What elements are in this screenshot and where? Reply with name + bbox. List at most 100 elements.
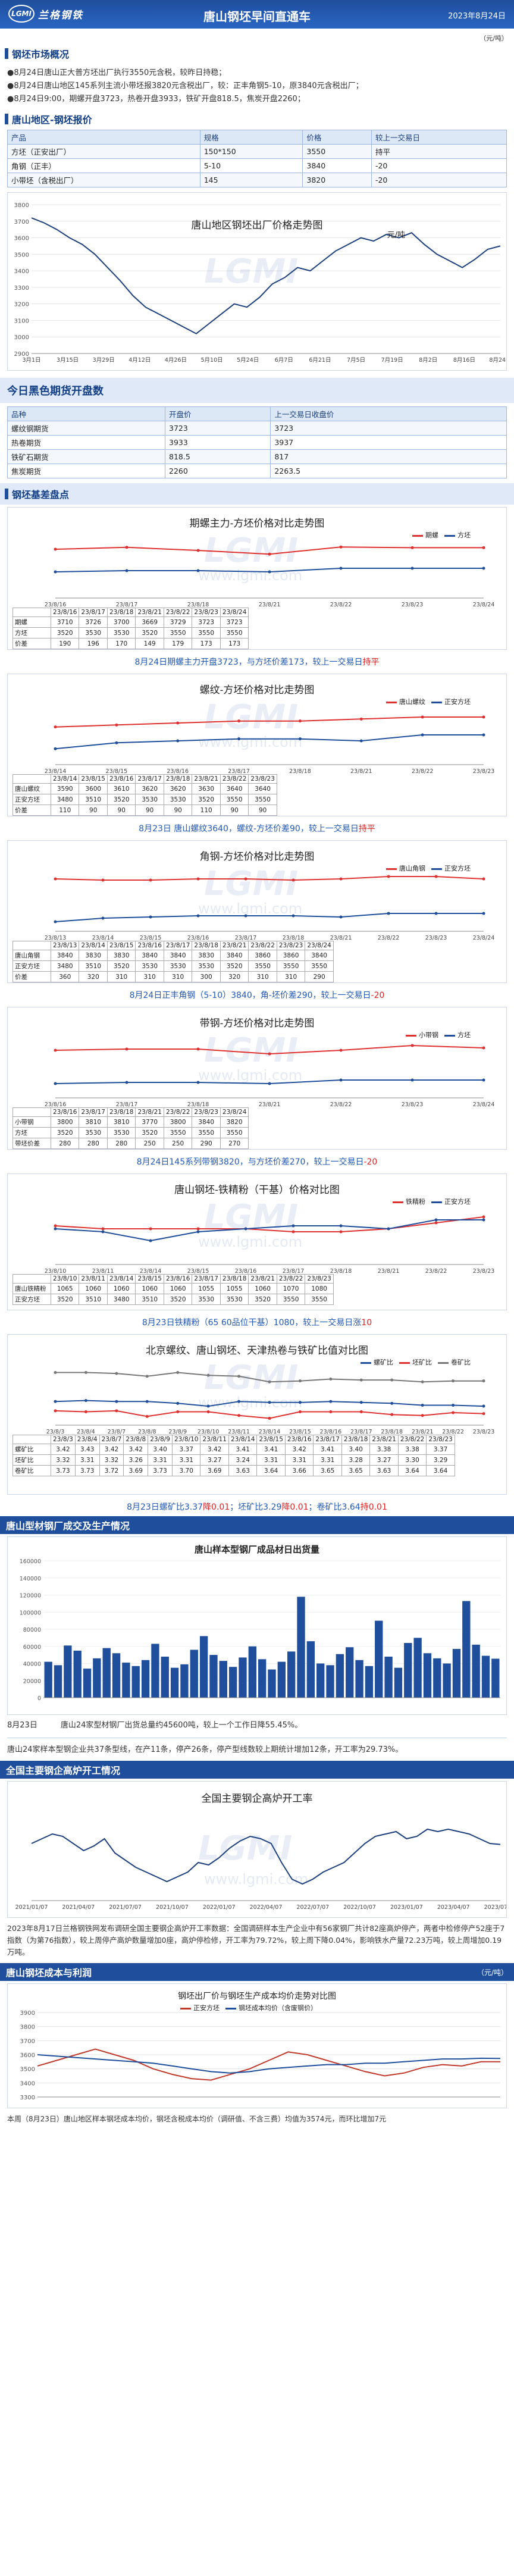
- data-point: [84, 1410, 87, 1413]
- data-point: [145, 1375, 149, 1378]
- basis-data-table: 23/8/13 23/8/14 23/8/15 23/8/16 23/8/17 23/8/…: [12, 941, 334, 982]
- bar: [199, 1636, 208, 1698]
- blast-svg: 2021/01/07 2021/04/07 2021/07/07 2021/10/07…: [15, 1828, 514, 1911]
- data-point: [339, 1224, 343, 1228]
- data-point: [421, 1403, 424, 1407]
- data-point: [176, 739, 180, 743]
- basis-svg: 23/8/14 23/8/15 23/8/16 23/8/17 23/8/18 23/8/…: [45, 715, 494, 775]
- data-point: [54, 570, 57, 574]
- basis-caption: 8月23日铁精粉（65 60品位干基）1080，较上一交易日涨10: [142, 1318, 372, 1328]
- report-header: LGMI 兰格钢铁 唐山钢坯早间直通车 2023年8月24日: [0, 0, 514, 29]
- legend-item: 正安方坯: [431, 863, 471, 873]
- x-tick-label: 23/8/17: [116, 602, 138, 608]
- blast-chart: 全国主要钢企高炉开工率 LGMI www.lgmi.com 2021/01/07…: [7, 1781, 514, 1918]
- basis-caption: 8月24日145系列带钢3820，与方坯价差270，较上一交易日-20: [136, 1157, 378, 1167]
- x-tick-label: 23/8/23: [402, 1101, 424, 1108]
- x-tick-label: 23/8/23: [425, 935, 447, 941]
- table-header-row: 23/8/14 23/8/15 23/8/16 23/8/17 23/8/18 23/8/…: [12, 774, 277, 784]
- table-row: 正安方坯 3480 3510 3520 3530 3530 3530 3520 3550 3550…: [12, 960, 334, 972]
- cost-section-title: 唐山钢坯成本与利润 （元/吨）: [0, 1963, 514, 1981]
- series-line: [37, 2054, 501, 2074]
- data-point: [339, 1078, 343, 1082]
- data-point: [482, 1215, 485, 1219]
- table-header-row: 23/8/10 23/8/11 23/8/14 23/8/15 23/8/16 23/8/…: [12, 1274, 334, 1284]
- x-tick-label: 23/8/16: [45, 1101, 67, 1108]
- x-tick-label: 23/8/23: [473, 1268, 495, 1275]
- bar: [180, 1664, 189, 1698]
- data-point: [145, 1414, 149, 1418]
- bar: [248, 1646, 256, 1698]
- bar: [384, 1657, 393, 1698]
- data-point: [482, 1078, 485, 1082]
- data-point: [101, 916, 105, 920]
- data-point: [421, 1414, 424, 1417]
- x-tick-label: 23/8/18: [187, 1101, 209, 1108]
- x-tick-label: 23/8/24: [473, 602, 495, 608]
- bar: [472, 1644, 480, 1698]
- data-point: [54, 1227, 57, 1231]
- data-point: [125, 1047, 128, 1051]
- y-tick-label: 3100: [14, 318, 29, 324]
- section-bar-icon: [5, 48, 8, 59]
- data-point: [115, 1372, 118, 1375]
- y-tick-label: 3900: [20, 2010, 35, 2017]
- y-tick-label: 3800: [14, 202, 29, 209]
- basis-data-table: 23/8/14 23/8/15 23/8/16 23/8/17 23/8/18 23/8/…: [12, 774, 277, 816]
- x-tick-label: 23/8/11: [92, 1268, 114, 1275]
- table-row: 价差 360 320 310 310 310 300 320 310 310 290: [12, 971, 334, 982]
- bar: [297, 1597, 305, 1698]
- data-point: [115, 723, 118, 727]
- legend-item: 螺矿比: [361, 1357, 393, 1367]
- y-tick-label: 3500: [14, 252, 29, 258]
- data-point: [149, 915, 152, 919]
- basis-svg: 23/8/3 23/8/4 23/8/7 23/8/8 23/8/9 23/8/10 23/…: [46, 1371, 494, 1435]
- bar: [93, 1658, 101, 1698]
- logo-text: 兰格钢铁: [38, 9, 83, 21]
- chart-unit: 元/吨: [387, 231, 405, 240]
- y-tick-label: 3500: [20, 2067, 35, 2073]
- y-tick-label: 3400: [20, 2080, 35, 2087]
- table-row: 带坯价差 280 280 280 250 250 290 270: [12, 1138, 249, 1149]
- x-tick-label: 8月2日: [419, 357, 437, 364]
- chart-title: 唐山钢坯-铁精粉（干基）价格对比图: [174, 1184, 340, 1196]
- series-line: [55, 734, 484, 750]
- data-point: [329, 1378, 333, 1381]
- x-tick-label: 23/8/9: [168, 1429, 187, 1435]
- table-row: 方坯 3520 3530 3530 3520 3550 3550 3550: [12, 627, 249, 638]
- bar: [151, 1644, 159, 1698]
- blast-section-title: 全国主要钢企高炉开工情况: [0, 1761, 514, 1779]
- data-point: [54, 1048, 57, 1052]
- legend-item: 正安方坯: [431, 1197, 471, 1206]
- data-point: [482, 1412, 485, 1416]
- data-point: [452, 1403, 455, 1407]
- data-point: [339, 545, 343, 549]
- y-tick-label: 3400: [14, 268, 29, 275]
- table-header-row: 23/8/3 23/8/4 23/8/7 23/8/8 23/8/9 23/8/10 23/…: [12, 1435, 455, 1444]
- table-row: 螺矿比 3.42 3.43 3.42 3.42 3.40 3.37 3.42 3.41 3.41 3…: [12, 1444, 455, 1455]
- x-tick-label: 2021/04/07: [62, 1904, 95, 1911]
- x-tick-label: 4月26日: [165, 357, 187, 364]
- bar: [122, 1663, 130, 1698]
- data-point: [292, 1224, 295, 1228]
- data-point: [196, 569, 200, 572]
- data-point: [54, 1400, 57, 1403]
- bar: [268, 1669, 276, 1698]
- table-row: 方坯（正安出厂） 150*150 3550 持平: [7, 144, 507, 159]
- futures-section-title: 今日黑色期货开盘数: [0, 378, 514, 403]
- data-point: [237, 719, 241, 723]
- bar: [326, 1665, 334, 1698]
- data-point: [54, 747, 57, 750]
- table-row: 正安方坯 3520 3510 3480 3510 3520 3530 3530 3520 3550…: [12, 1294, 334, 1305]
- x-tick-label: 23/8/22: [378, 935, 400, 941]
- x-tick-label: 23/8/10: [198, 1429, 220, 1435]
- table-row: 角钢（正丰） 5-10 3840 -20: [7, 158, 507, 173]
- data-point: [298, 737, 302, 741]
- bar: [355, 1660, 363, 1698]
- x-tick-label: 23/8/10: [45, 1268, 67, 1275]
- data-point: [54, 1409, 57, 1413]
- basis-chart-chart4: 带钢-方坯价格对比走势图 小带钢 方坯 LGMI www.lgmi.com 23/8/16…: [7, 1007, 507, 1150]
- chart-legend: 正安方坯 钢坯成本均价（含废钢价）: [180, 2003, 317, 2012]
- profile-note: 唐山24家样本型钢企业共37条型线，在产11条，停产26条，停产型线数较上期统计…: [7, 1745, 403, 1754]
- data-point: [268, 1416, 271, 1420]
- legend-item: 坯矿比: [399, 1357, 432, 1367]
